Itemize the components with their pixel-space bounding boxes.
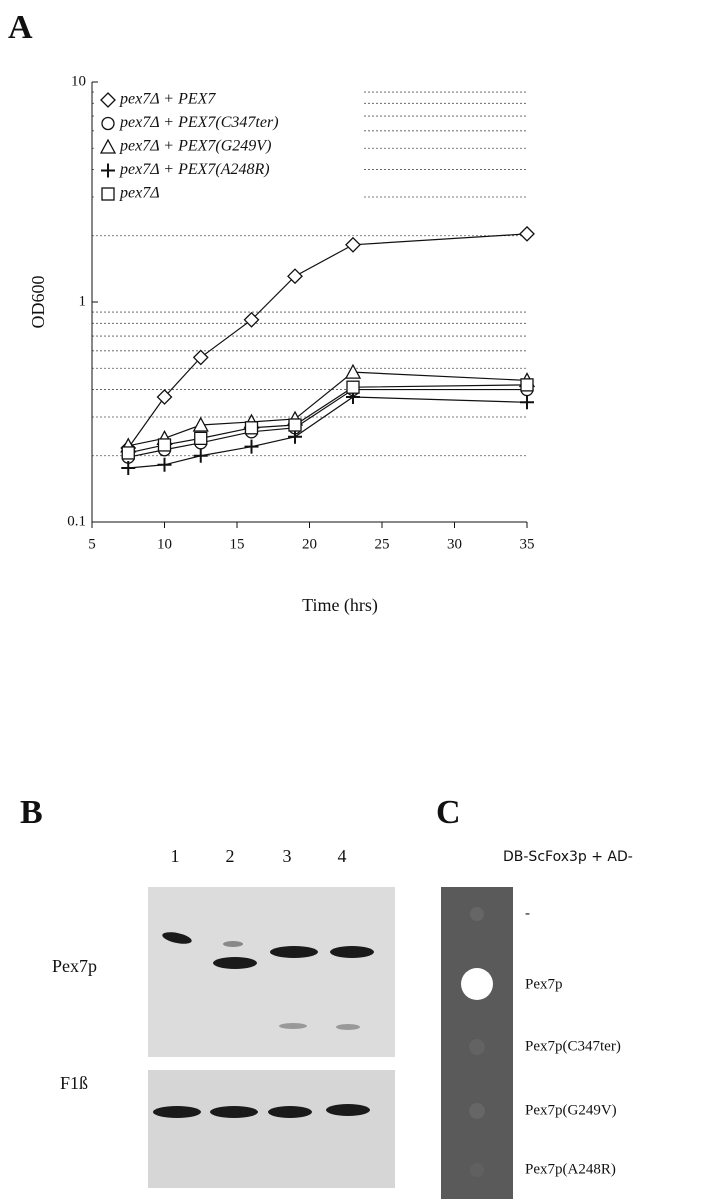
panel-label: B xyxy=(20,794,43,831)
x-tick-label: 20 xyxy=(302,536,317,552)
marker xyxy=(121,446,135,460)
marker xyxy=(192,349,209,366)
marker xyxy=(157,457,172,472)
colonies xyxy=(461,907,493,1177)
lane-label: 1 xyxy=(171,846,180,866)
legend-background xyxy=(94,88,364,214)
marker xyxy=(346,380,360,394)
y-tick-label: 0.1 xyxy=(67,513,86,529)
marker xyxy=(244,421,259,435)
row-label: Pex7p xyxy=(525,976,563,992)
row-label: Pex7p(A248R) xyxy=(525,1161,616,1177)
marker xyxy=(520,378,534,392)
row-label: - xyxy=(525,905,530,921)
marker xyxy=(288,418,302,432)
marker xyxy=(243,311,260,328)
row-label: Pex7p xyxy=(52,956,97,976)
marker xyxy=(288,429,302,444)
x-tick-label: 25 xyxy=(375,536,390,552)
lane-label: 4 xyxy=(338,846,347,866)
marker xyxy=(101,163,115,178)
y-axis-label: OD600 xyxy=(28,276,48,329)
marker xyxy=(157,438,172,452)
panel-label: A xyxy=(8,9,33,46)
marker xyxy=(156,389,173,405)
legend-label: pex7Δ + PEX7 xyxy=(119,91,216,108)
x-tick-label: 5 xyxy=(88,536,96,552)
lane-label: 2 xyxy=(226,846,235,866)
blot-membrane xyxy=(148,1070,395,1188)
blot-membrane xyxy=(148,887,395,1057)
marker xyxy=(101,187,115,201)
legend-label: pex7Δ xyxy=(119,185,160,202)
marker xyxy=(344,363,362,379)
header: DB-ScFox3p + AD- xyxy=(503,849,633,865)
marker xyxy=(519,225,535,242)
marker xyxy=(194,431,208,446)
series-line xyxy=(128,388,527,458)
x-tick-label: 15 xyxy=(230,536,245,552)
legend-label: pex7Δ + PEX7(G249V) xyxy=(119,138,271,155)
legend-label: pex7Δ + PEX7(A248R) xyxy=(119,161,270,178)
row-label: Pex7p(G249V) xyxy=(525,1102,617,1118)
lane-label: 3 xyxy=(283,846,292,866)
marker xyxy=(99,138,117,154)
series-line xyxy=(128,396,528,469)
marker xyxy=(192,416,209,432)
y-tick-label: 10 xyxy=(71,73,86,89)
marker xyxy=(121,460,136,475)
series-line xyxy=(128,384,528,454)
marker xyxy=(520,395,534,410)
x-axis-label: Time (hrs) xyxy=(302,595,378,616)
marker xyxy=(193,448,208,463)
panel-label: C xyxy=(436,794,461,831)
marker xyxy=(287,268,303,285)
x-tick-label: 30 xyxy=(447,536,462,552)
blot-bands xyxy=(153,932,374,1118)
x-tick-label: 10 xyxy=(157,536,172,552)
marker xyxy=(100,92,116,108)
x-tick-label: 35 xyxy=(520,536,535,552)
row-label: Pex7p(C347ter) xyxy=(525,1038,621,1054)
y-tick-label: 1 xyxy=(79,293,87,309)
marker xyxy=(244,439,259,454)
legend: pex7Δ + PEX7 pex7Δ + PEX7(C347ter) pex7Δ +… xyxy=(94,88,364,214)
series-line xyxy=(128,371,528,447)
legend-label: pex7Δ + PEX7(C347ter) xyxy=(119,114,279,131)
marker xyxy=(345,236,361,253)
series-line xyxy=(127,233,528,449)
row-label: F1ß xyxy=(60,1073,88,1093)
marker xyxy=(101,116,115,131)
